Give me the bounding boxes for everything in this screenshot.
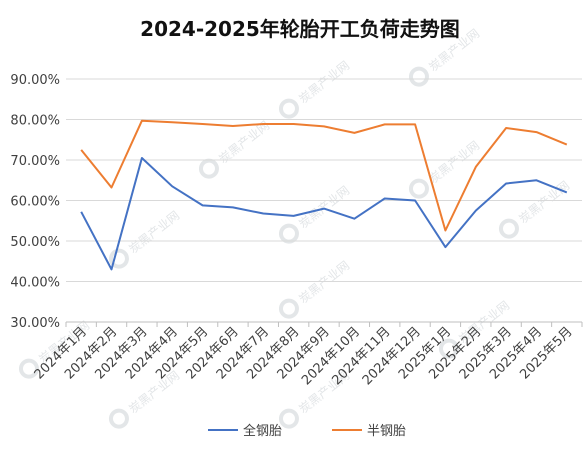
watermark-logo-icon xyxy=(198,158,219,179)
y-tick-label: 60.00% xyxy=(10,195,60,210)
legend-label: 半钢胎 xyxy=(367,424,406,439)
y-tick-label: 80.00% xyxy=(10,114,60,129)
series-line xyxy=(80,157,568,271)
watermark-logo-icon xyxy=(108,408,129,429)
legend-item: 全钢胎 xyxy=(208,423,282,439)
watermark-logo-icon xyxy=(408,66,429,87)
y-axis: 90.00% 80.00% 70.00% 60.00% 50.00% 40.00% 30.0… xyxy=(10,73,60,331)
watermark-logo-icon xyxy=(278,298,299,319)
watermark-logo-icon xyxy=(278,98,299,119)
x-axis: 2024年1月2024年2月2024年3月2024年4月2024年5月2024年… xyxy=(32,321,583,388)
legend-item: 半钢胎 xyxy=(332,424,406,439)
watermark-text: 炭黑产业网 xyxy=(296,183,352,231)
series-line xyxy=(80,119,568,232)
watermark-logo-icon xyxy=(408,178,429,199)
watermark: 炭黑产业网 xyxy=(278,258,352,319)
y-tick-label: 30.00% xyxy=(10,316,60,331)
watermark-text: 炭黑产业网 xyxy=(296,58,352,106)
watermark: 炭黑产业网 xyxy=(408,138,482,199)
watermark: 炭黑产业网 xyxy=(278,58,352,119)
chart-title: 2024-2025年轮胎开工负荷走势图 xyxy=(140,17,460,41)
series-lines xyxy=(80,119,568,271)
watermark-text: 炭黑产业网 xyxy=(126,208,182,256)
legend-label: 全钢胎 xyxy=(243,423,282,439)
legend: 全钢胎 半钢胎 xyxy=(208,423,406,439)
watermark-text: 炭黑产业网 xyxy=(426,138,482,186)
watermark-logo-icon xyxy=(278,223,299,244)
watermark: 炭黑产业网 xyxy=(498,178,572,239)
y-tick-label: 50.00% xyxy=(10,235,60,250)
watermark-logo-icon xyxy=(18,358,39,379)
gridlines xyxy=(66,78,582,282)
watermark: 炭黑产业网 xyxy=(108,208,182,269)
y-tick-label: 90.00% xyxy=(10,73,60,88)
watermark: 炭黑产业网 xyxy=(108,368,182,429)
watermark-logo-icon xyxy=(498,218,519,239)
watermark-text: 炭黑产业网 xyxy=(296,258,352,306)
watermark-text: 炭黑产业网 xyxy=(516,178,572,226)
y-tick-label: 40.00% xyxy=(10,276,60,291)
watermark-logo-icon xyxy=(438,338,459,359)
y-tick-label: 70.00% xyxy=(10,154,60,169)
watermark-logo-icon xyxy=(108,248,129,269)
watermark-logo-icon xyxy=(278,408,299,429)
